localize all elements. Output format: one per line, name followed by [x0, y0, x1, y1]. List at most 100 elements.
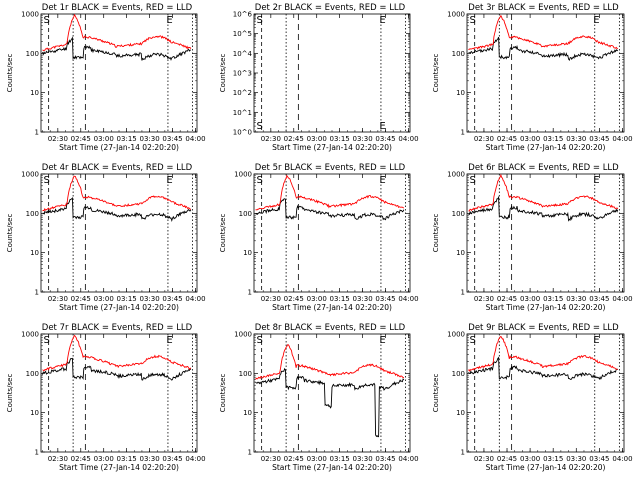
y-tick-label: 1 — [248, 449, 252, 457]
x-tick-label: 03:30 — [566, 455, 586, 463]
x-axis-label: Start Time (27-Jan-14 02:20:20) — [59, 143, 179, 152]
events-series-line — [255, 367, 405, 438]
start-marker: S — [44, 15, 50, 26]
y-tick-label: 1000 — [447, 11, 465, 19]
chart-panel: Det 7r BLACK = Events, RED = LLD 1 10 100 10… — [6, 323, 206, 472]
y-tick-label: 100 — [452, 210, 465, 218]
x-tick-label: 03:30 — [139, 295, 159, 303]
x-axis-label: Start Time (27-Jan-14 02:20:20) — [272, 303, 392, 312]
plot-frame — [253, 173, 411, 293]
y-axis-label: Counts/sec — [432, 214, 440, 253]
x-tick-label: 04:00 — [185, 135, 205, 143]
x-tick-label: 03:00 — [307, 295, 327, 303]
x-tick-label: 03:30 — [352, 135, 372, 143]
plot-frame — [253, 13, 411, 133]
start-marker: S — [257, 15, 263, 26]
x-tick-label: 03:30 — [352, 455, 372, 463]
y-tick-label: 10 — [456, 89, 465, 97]
y-tick-label: 10 — [456, 409, 465, 417]
x-axis-label: Start Time (27-Jan-14 02:20:20) — [59, 303, 179, 312]
x-tick-label: 03:45 — [589, 455, 609, 463]
x-tick-label: 04:00 — [398, 455, 418, 463]
x-tick-label: 03:15 — [330, 295, 350, 303]
start-marker: S — [257, 121, 263, 132]
x-tick-label: 03:15 — [543, 295, 563, 303]
y-tick-label: 10^3 — [233, 70, 252, 78]
plot-frame — [466, 13, 625, 133]
y-tick-label: 1000 — [447, 171, 465, 179]
end-marker: E — [379, 15, 385, 26]
y-tick-label: 1000 — [234, 171, 252, 179]
y-tick-label: 10^0 — [233, 129, 252, 137]
y-tick-label: 1000 — [447, 331, 465, 339]
events-series-line — [468, 356, 619, 381]
y-axis-label: Counts/sec — [6, 214, 14, 253]
start-marker: S — [257, 335, 263, 346]
x-tick-label: 03:00 — [94, 295, 114, 303]
x-tick-label: 03:15 — [117, 295, 137, 303]
chart-title: Det 5r BLACK = Events, RED = LLD — [255, 163, 406, 173]
x-tick-label: 02:45 — [497, 295, 517, 303]
y-tick-label: 10 — [243, 249, 252, 257]
x-tick-label: 02:45 — [284, 455, 304, 463]
x-axis-label: Start Time (27-Jan-14 02:20:20) — [486, 463, 606, 472]
x-tick-label: 04:00 — [185, 295, 205, 303]
y-tick-label: 100 — [239, 370, 252, 378]
chart-panel: Det 2r BLACK = Events, RED = LLD 10^0 10^1… — [219, 3, 419, 152]
y-axis-label: Counts/sec — [432, 54, 440, 93]
x-axis-label: Start Time (27-Jan-14 02:20:20) — [486, 143, 606, 152]
end-marker: E — [166, 175, 172, 186]
chart-panel: Det 5r BLACK = Events, RED = LLD 1 10 100 10… — [219, 163, 419, 312]
y-tick-label: 100 — [239, 210, 252, 218]
x-tick-label: 02:30 — [474, 455, 494, 463]
y-tick-label: 10^5 — [233, 30, 252, 38]
lld-series-line — [255, 174, 405, 211]
x-tick-label: 02:45 — [71, 295, 91, 303]
events-series-line — [42, 36, 192, 61]
plot-frame — [40, 333, 198, 453]
end-marker: E — [593, 175, 599, 186]
y-tick-label: 1 — [35, 449, 39, 457]
y-tick-label: 100 — [452, 50, 465, 58]
y-tick-label: 1 — [461, 289, 465, 297]
chart-title: Det 3r BLACK = Events, RED = LLD — [468, 3, 619, 13]
x-axis-label: Start Time (27-Jan-14 02:20:20) — [272, 463, 392, 472]
plot-frame — [466, 173, 625, 293]
x-tick-label: 03:15 — [117, 455, 137, 463]
x-tick-label: 04:00 — [612, 455, 632, 463]
x-tick-label: 04:00 — [612, 295, 632, 303]
x-axis-label: Start Time (27-Jan-14 02:20:20) — [59, 463, 179, 472]
x-tick-label: 02:45 — [497, 135, 517, 143]
lld-series-line — [42, 13, 192, 51]
x-tick-label: 03:15 — [117, 135, 137, 143]
chart-title: Det 9r BLACK = Events, RED = LLD — [468, 323, 619, 333]
y-tick-label: 1 — [35, 289, 39, 297]
chart-title: Det 8r BLACK = Events, RED = LLD — [255, 323, 406, 333]
x-tick-label: 03:45 — [162, 135, 182, 143]
x-tick-label: 03:00 — [307, 135, 327, 143]
end-marker: E — [379, 121, 385, 132]
chart-panel: Det 9r BLACK = Events, RED = LLD 1 10 100 10… — [432, 323, 633, 472]
x-tick-label: 02:30 — [48, 135, 68, 143]
x-tick-label: 03:45 — [375, 135, 395, 143]
y-tick-label: 10 — [30, 89, 39, 97]
events-series-line — [468, 195, 619, 222]
x-tick-label: 02:30 — [261, 455, 281, 463]
y-axis-label: Counts/sec — [6, 374, 14, 413]
y-tick-label: 10 — [243, 409, 252, 417]
x-tick-label: 03:00 — [520, 295, 540, 303]
y-tick-label: 1000 — [21, 171, 39, 179]
x-tick-label: 02:45 — [284, 135, 304, 143]
lld-series-line — [42, 175, 192, 212]
y-tick-label: 1 — [35, 129, 39, 137]
x-tick-label: 03:30 — [139, 135, 159, 143]
plot-frame — [40, 173, 198, 293]
x-tick-label: 04:00 — [185, 455, 205, 463]
chart-panel: Det 8r BLACK = Events, RED = LLD 1 10 100 10… — [219, 323, 419, 472]
y-tick-label: 100 — [452, 370, 465, 378]
chart-title: Det 2r BLACK = Events, RED = LLD — [255, 3, 406, 13]
x-tick-label: 03:45 — [162, 455, 182, 463]
y-tick-label: 10^4 — [233, 50, 253, 58]
y-tick-label: 1000 — [21, 11, 39, 19]
